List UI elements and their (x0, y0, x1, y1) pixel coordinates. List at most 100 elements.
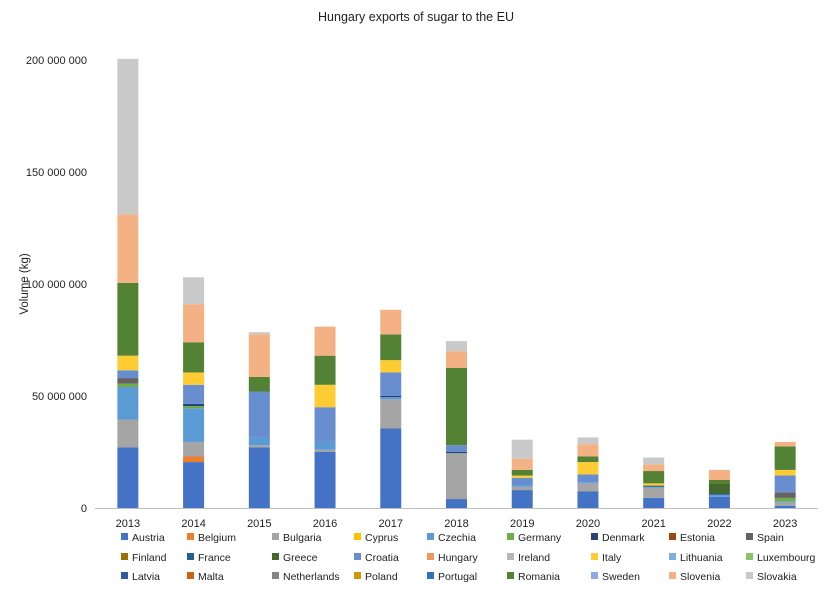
legend-swatch (669, 553, 676, 560)
legend-swatch (272, 533, 279, 540)
legend-swatch (187, 553, 194, 560)
bar-segment-2020-romania (577, 456, 599, 463)
legend-item-austria: Austria (121, 532, 165, 544)
bar-segment-2017-denmark (380, 396, 402, 398)
bar-segment-2014-austria (183, 462, 205, 508)
legend-swatch (354, 553, 361, 560)
bar-segment-2014-italy (183, 372, 205, 385)
legend-swatch (187, 572, 194, 579)
bar-segment-2015-austria (248, 447, 270, 508)
y-tick-label: 150 000 000 (26, 167, 87, 179)
bar-segment-2020-slovakia (577, 437, 599, 445)
y-tick-label: 100 000 000 (26, 279, 87, 291)
legend-label: Estonia (680, 532, 715, 544)
legend-item-france: France (187, 552, 231, 564)
chart-title: Hungary exports of sugar to the EU (318, 10, 514, 24)
y-tick-label: 50 000 000 (32, 391, 87, 403)
bar-segment-2022-greece (708, 483, 730, 494)
legend-swatch (507, 572, 514, 579)
x-tick-label: 2013 (116, 518, 140, 530)
bar-segment-2014-slovenia (183, 304, 205, 343)
legend-label: Hungary (438, 552, 478, 564)
y-tick-label: 200 000 000 (26, 55, 87, 67)
legend-label: Netherlands (283, 571, 340, 583)
legend-label: Germany (518, 532, 562, 544)
x-tick-label: 2022 (707, 518, 731, 530)
legend-swatch (272, 572, 279, 579)
x-tick-label: 2017 (379, 518, 403, 530)
bar-segment-2014-croatia (183, 384, 205, 404)
legend-label: Slovakia (757, 571, 797, 583)
legend-swatch (591, 553, 598, 560)
legend-swatch (187, 533, 194, 540)
bar-segment-2020-slovenia (577, 444, 599, 457)
bar-segment-2013-spain (117, 378, 139, 384)
bar-segment-2018-croatia (446, 445, 467, 452)
legend-label: Bulgaria (283, 532, 322, 544)
bar-segment-2014-czechia (183, 408, 205, 442)
bar-segment-2018-slovenia (446, 351, 467, 368)
legend-item-hungary: Hungary (427, 552, 478, 564)
bar-segment-2022-denmark (708, 493, 730, 495)
bar-segment-2016-slovenia (314, 326, 336, 356)
legend-item-luxembourg: Luxembourg (746, 552, 816, 564)
bar-segment-2023-romania (774, 446, 796, 470)
legend-label: Cyprus (365, 532, 398, 544)
bar-segment-2021-austria (643, 497, 665, 508)
bar-segment-2022-austria (708, 496, 730, 508)
bar-segment-2016-romania (314, 355, 336, 385)
legend-label: France (198, 552, 231, 564)
bar-segment-2016-bulgaria (314, 449, 336, 452)
bar-segment-2022-slovenia (708, 469, 730, 480)
bar-segment-2019-italy (511, 475, 533, 478)
bar-segment-2013-austria (117, 447, 139, 508)
bar-segment-2017-romania (380, 334, 402, 361)
bar-segment-2018-slovakia (446, 341, 467, 352)
legend-label: Belgium (198, 532, 236, 544)
legend-item-spain: Spain (746, 532, 784, 544)
bar-segment-2014-bulgaria (183, 441, 205, 457)
legend-swatch (121, 533, 128, 540)
legend-label: Greece (283, 552, 318, 564)
bar-segment-2016-croatia (314, 407, 336, 442)
bar-segment-2021-italy (643, 483, 665, 486)
legend-swatch (427, 572, 434, 579)
bar-segment-2019-slovenia (511, 458, 533, 470)
legend-label: Finland (132, 552, 167, 564)
bar-segment-2023-austria (774, 505, 796, 508)
legend-swatch (354, 533, 361, 540)
bar-segment-2015-slovakia (248, 332, 270, 335)
legend-item-denmark: Denmark (591, 532, 645, 544)
bar-segment-2013-italy (117, 355, 139, 371)
y-tick-label: 0 (81, 503, 87, 515)
legend-swatch (746, 553, 753, 560)
bar-segment-2021-denmark (643, 485, 665, 487)
bar-segment-2023-germany (774, 497, 796, 502)
legend-label: Portugal (438, 571, 477, 583)
bar-segment-2013-czechia (117, 387, 139, 420)
bar-segment-2013-croatia (117, 370, 139, 379)
legend-label: Ireland (518, 552, 550, 564)
bar-segment-2018-denmark (446, 452, 467, 454)
legend-item-greece: Greece (272, 552, 318, 564)
bar-segment-2019-slovakia (511, 439, 533, 459)
bar-segment-2018-bulgaria (446, 453, 467, 500)
legend-swatch (591, 572, 598, 579)
legend-item-slovakia: Slovakia (746, 571, 797, 583)
x-tick-label: 2014 (181, 518, 205, 530)
bar-segment-2015-romania (248, 376, 270, 392)
bar-segment-2023-slovenia (774, 441, 796, 447)
legend-swatch (591, 533, 598, 540)
bar-segment-2016-italy (314, 384, 336, 408)
legend-item-netherlands: Netherlands (272, 571, 340, 583)
bar-segment-2022-czechia (708, 494, 730, 497)
bar-segment-2017-czechia (380, 397, 402, 400)
legend-swatch (507, 533, 514, 540)
bar-segment-2019-croatia (511, 477, 533, 485)
bar-segment-2018-austria (446, 499, 467, 508)
legend-item-cyprus: Cyprus (354, 532, 398, 544)
bar-segment-2018-romania (446, 368, 467, 446)
legend-item-romania: Romania (507, 571, 560, 583)
legend-label: Croatia (365, 552, 399, 564)
